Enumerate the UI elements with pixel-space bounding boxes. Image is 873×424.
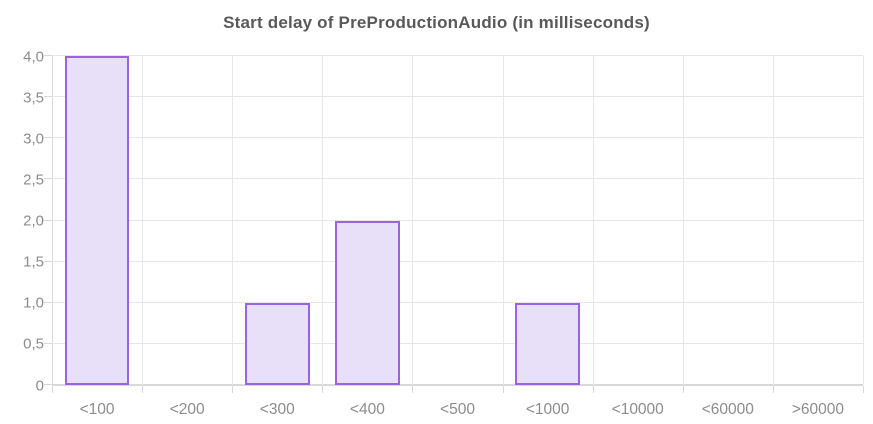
y-axis-tick-label: 4,0 (23, 48, 44, 65)
y-gridline (52, 342, 863, 344)
y-axis-tick-label: 3,0 (23, 130, 44, 148)
x-tick-mark (772, 386, 774, 393)
y-gridline (52, 96, 863, 98)
x-tick-mark (682, 386, 684, 393)
chart-title: Start delay of PreProductionAudio (in mi… (223, 13, 650, 32)
x-tick-mark (322, 386, 324, 393)
y-axis-line (52, 56, 53, 385)
x-gridline (322, 56, 324, 385)
y-tick-mark (44, 260, 52, 262)
x-gridline (502, 56, 504, 385)
y-axis-tick-label: 1,0 (23, 294, 44, 312)
y-axis-tick-label: 2,5 (23, 171, 44, 189)
y-axis-tick-label: 2,0 (23, 212, 44, 230)
y-tick-mark (44, 55, 52, 56)
y-tick-mark (44, 178, 52, 180)
y-tick-mark (44, 301, 52, 303)
x-tick-mark (502, 386, 504, 393)
x-axis-line (52, 384, 863, 386)
y-tick-mark (44, 219, 52, 221)
x-tick-mark (412, 386, 414, 393)
x-gridline (142, 56, 144, 385)
y-gridline (52, 55, 863, 56)
y-axis-tick-label: 0 (35, 377, 44, 394)
y-tick-mark (44, 96, 52, 98)
x-tick-mark (592, 386, 594, 393)
x-axis-category-label: <500 (440, 401, 475, 418)
y-tick-mark (44, 384, 52, 385)
x-gridline (232, 56, 234, 385)
histogram-bar-<100 (64, 56, 130, 385)
x-tick-mark (142, 386, 144, 393)
y-gridline (52, 260, 863, 262)
x-axis-category-label: <60000 (701, 401, 754, 418)
histogram-bar-<400 (334, 220, 400, 385)
x-gridline (412, 56, 414, 385)
x-axis-category-label: <10000 (611, 401, 664, 418)
x-axis-category-label: <1000 (525, 401, 570, 418)
x-axis-category-label: <100 (79, 401, 115, 418)
x-axis-category-label: <400 (349, 401, 385, 418)
x-axis-category-label: <300 (259, 401, 295, 418)
x-gridline (772, 56, 774, 385)
x-tick-mark (863, 386, 864, 393)
histogram-bar-<300 (244, 302, 310, 385)
histogram-bar-<1000 (515, 302, 581, 385)
x-axis-category-label: >60000 (791, 401, 845, 418)
x-tick-mark (52, 386, 53, 393)
x-gridline (863, 56, 864, 385)
y-tick-mark (44, 342, 52, 344)
y-tick-mark (44, 137, 52, 139)
y-axis-tick-label: 0,5 (23, 335, 44, 353)
x-gridline (682, 56, 684, 385)
x-tick-mark (232, 386, 234, 393)
y-axis-tick-label: 3,5 (23, 89, 44, 107)
x-axis-category-label: <200 (169, 401, 205, 418)
plot-area: 0 0,5 1,0 1,5 2,0 2,5 3,0 3,5 4,0 <100 <200 <300 <40… (23, 48, 864, 418)
y-gridline (52, 178, 863, 180)
y-axis-tick-label: 1,5 (23, 253, 44, 271)
x-gridline (592, 56, 594, 385)
y-gridline (52, 137, 863, 139)
y-gridline (52, 219, 863, 221)
y-gridline (52, 301, 863, 303)
